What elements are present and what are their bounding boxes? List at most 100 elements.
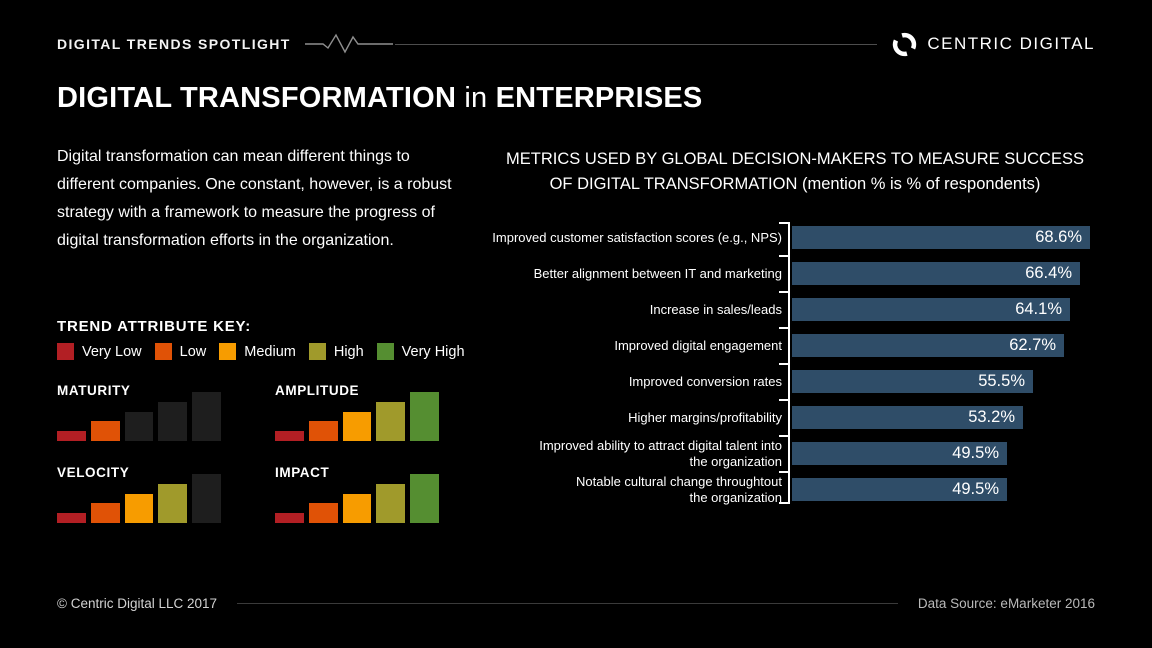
page-title: DIGITAL TRANSFORMATION in ENTERPRISES [57, 82, 702, 115]
trend-charts-grid: MATURITY AMPLITUDE VELOCITY IMPACT [57, 383, 439, 523]
metric-label: Higher margins/profitability [628, 409, 782, 425]
legend-item: Very Low [57, 343, 142, 360]
pulse-line-icon [304, 33, 393, 54]
metric-label: Improved conversion rates [628, 373, 782, 389]
axis-tick [779, 255, 788, 257]
trend-bar [90, 503, 120, 523]
legend-swatch [376, 343, 394, 360]
trend-chart-amplitude: AMPLITUDE [275, 383, 439, 441]
trend-bar [275, 431, 304, 441]
metric-value: 49.5% [952, 444, 999, 462]
axis-tick [779, 222, 788, 224]
trend-bar [308, 421, 338, 441]
intro-paragraph: Digital transformation can mean differen… [57, 148, 452, 249]
page-title-bold-1: DIGITAL TRANSFORMATION [57, 82, 457, 114]
metric-bar: 62.7% [792, 334, 1064, 357]
legend-item: Low [154, 343, 207, 360]
metric-value: 68.6% [1035, 228, 1082, 246]
metric-label: Improved digital engagement [614, 337, 782, 353]
brand-name: CENTRIC DIGITAL [927, 34, 1095, 53]
trend-chart-label: IMPACT [275, 465, 330, 480]
legend-swatch [57, 343, 74, 360]
trend-bar [158, 484, 188, 523]
header: DIGITAL TRENDS SPOTLIGHT CENTRIC DIGITAL [57, 30, 1095, 58]
trend-bar [342, 412, 372, 441]
metric-bar: 53.2% [792, 406, 1023, 429]
header-divider-line [394, 43, 878, 45]
metric-bar: 68.6% [792, 226, 1090, 249]
trend-bars [57, 391, 221, 441]
footer: © Centric Digital LLC 2017 Data Source: … [57, 596, 1095, 611]
metric-label: Improved ability to attract digital tale… [539, 438, 782, 469]
legend-item: Very High [376, 343, 465, 360]
axis-tick [779, 399, 788, 401]
metrics-chart-title: METRICS USED BY GLOBAL DECISION-MAKERS T… [506, 150, 1084, 193]
metric-label: Better alignment between IT and marketin… [533, 265, 782, 281]
trend-bar [192, 392, 221, 441]
metrics-bar-chart: Improved customer satisfaction scores (e… [480, 220, 1120, 512]
axis-tick [779, 327, 788, 329]
trend-bar [192, 474, 221, 523]
trend-bar [124, 494, 154, 523]
metric-value: 62.7% [1009, 336, 1056, 354]
trend-chart-maturity: MATURITY [57, 383, 221, 441]
eyebrow-title: DIGITAL TRENDS SPOTLIGHT [57, 36, 291, 52]
trend-chart-velocity: VELOCITY [57, 465, 221, 523]
metric-value: 53.2% [968, 408, 1015, 426]
axis-tick [779, 471, 788, 473]
page-title-bold-2: ENTERPRISES [495, 82, 703, 114]
trend-chart-impact: IMPACT [275, 465, 439, 523]
trend-key-title: TREND ATTRIBUTE KEY: [57, 318, 252, 335]
trend-bar [342, 494, 372, 523]
data-source-text: Data Source: eMarketer 2016 [917, 596, 1095, 611]
trend-bar [57, 513, 86, 523]
metric-bar: 64.1% [792, 298, 1070, 321]
trend-bar [376, 402, 406, 441]
metric-value: 55.5% [978, 372, 1025, 390]
legend-swatch [219, 343, 237, 360]
trend-bar [124, 412, 154, 441]
metric-label: Improved customer satisfaction scores (e… [492, 229, 782, 245]
legend-label: High [333, 343, 364, 360]
chart-axis-line [788, 222, 790, 504]
metric-label: Increase in sales/leads [649, 301, 782, 317]
metric-value: 66.4% [1025, 264, 1072, 282]
trend-bar [158, 402, 188, 441]
trend-chart-label: MATURITY [57, 383, 131, 398]
legend-item: High [308, 343, 364, 360]
trend-bars [275, 473, 439, 523]
trend-bar [275, 513, 304, 523]
trend-bars [57, 473, 221, 523]
metric-bar: 55.5% [792, 370, 1033, 393]
metric-bar: 49.5% [792, 478, 1007, 501]
axis-tick [779, 502, 788, 504]
legend-label: Medium [244, 343, 296, 360]
metric-label: Notable cultural change throughtout the … [576, 474, 782, 505]
metric-value: 49.5% [952, 480, 999, 498]
legend-item: Medium [219, 343, 296, 360]
brand-lockup: CENTRIC DIGITAL [891, 31, 1095, 58]
legend-swatch [308, 343, 326, 360]
trend-bar [410, 392, 439, 441]
metric-bar: 66.4% [792, 262, 1080, 285]
trend-key-items: Very Low Low Medium High Very High [57, 343, 465, 360]
axis-tick [779, 435, 788, 437]
axis-tick [779, 291, 788, 293]
legend-label: Very Low [82, 343, 142, 360]
legend-label: Low [179, 343, 207, 360]
legend-swatch [154, 343, 172, 360]
axis-tick [779, 363, 788, 365]
metric-value: 64.1% [1015, 300, 1062, 318]
trend-bar [410, 474, 439, 523]
trend-bar [57, 431, 86, 441]
page-title-thin: in [456, 82, 496, 114]
trend-bars [275, 391, 439, 441]
metric-bar: 49.5% [792, 442, 1007, 465]
copyright-text: © Centric Digital LLC 2017 [57, 596, 218, 611]
trend-chart-label: VELOCITY [57, 465, 130, 480]
trend-chart-label: AMPLITUDE [275, 383, 360, 398]
trend-bar [90, 421, 120, 441]
footer-divider-line [237, 603, 898, 604]
trend-bar [376, 484, 406, 523]
